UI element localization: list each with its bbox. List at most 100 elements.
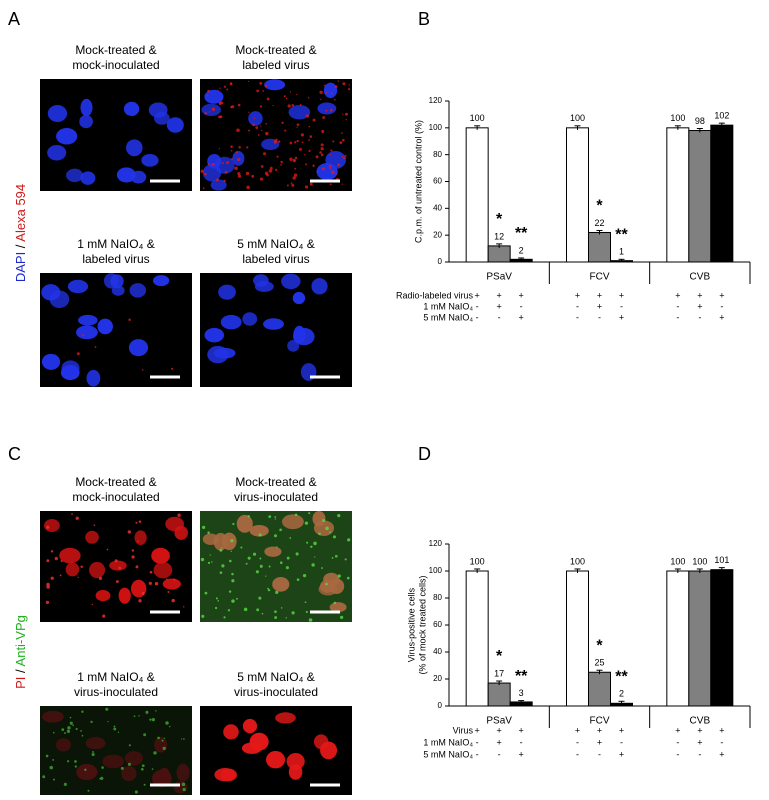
- signal-dot: [180, 738, 183, 740]
- signal-dot: [138, 520, 142, 523]
- signal-dot: [280, 160, 283, 164]
- cell-nucleus: [317, 102, 337, 115]
- data-label: 100: [670, 556, 685, 566]
- cell-nucleus: [281, 273, 301, 290]
- condition-sign: +: [497, 301, 502, 311]
- signal-dot: [331, 557, 334, 559]
- signal-dot: [209, 554, 211, 556]
- condition-sign: +: [597, 725, 602, 735]
- signal-dot: [280, 607, 283, 609]
- signal-dot: [247, 515, 250, 518]
- data-label: 100: [570, 556, 585, 566]
- signal-dot: [131, 549, 135, 552]
- signal-dot: [223, 179, 226, 183]
- signal-dot: [321, 167, 325, 171]
- signal-dot: [101, 766, 104, 769]
- signal-dot: [181, 782, 186, 787]
- signal-dot: [260, 165, 264, 168]
- condition-sign: +: [719, 749, 724, 759]
- signal-dot: [71, 513, 73, 515]
- signal-dot: [50, 576, 54, 580]
- cell-nucleus: [264, 546, 282, 557]
- condition-sign: -: [698, 312, 701, 322]
- cell-nucleus: [266, 751, 286, 769]
- signal-dot: [100, 776, 104, 780]
- signal-dot: [102, 614, 106, 618]
- cell-nucleus: [201, 103, 221, 116]
- micrograph: [40, 706, 192, 795]
- signal-dot: [92, 751, 94, 753]
- image-title: virus-inoculated: [234, 685, 318, 699]
- signal-dot: [263, 152, 267, 156]
- signal-dot: [167, 590, 170, 593]
- signal-dot: [321, 567, 323, 569]
- signal-dot: [312, 164, 315, 167]
- signal-dot: [330, 92, 333, 95]
- cell-nucleus: [111, 285, 125, 296]
- signal-dot: [173, 578, 176, 581]
- cell-nucleus: [154, 111, 170, 125]
- signal-dot: [177, 513, 181, 517]
- data-label: 2: [519, 245, 524, 255]
- signal-dot: [219, 87, 221, 89]
- signal-dot: [46, 585, 50, 589]
- data-label: 1: [619, 247, 624, 257]
- signal-dot: [155, 710, 157, 712]
- condition-sign: +: [719, 312, 724, 322]
- signal-dot: [138, 715, 140, 717]
- category-label: CVB: [690, 716, 711, 727]
- cell-nucleus: [323, 82, 338, 99]
- signal-dot: [214, 606, 218, 610]
- signal-dot: [49, 765, 54, 770]
- condition-sign: -: [520, 737, 523, 747]
- condition-sign: +: [697, 301, 702, 311]
- signal-dot: [340, 615, 344, 620]
- signal-dot: [264, 84, 268, 88]
- micrograph: [40, 273, 192, 387]
- signal-dot: [127, 762, 131, 766]
- signal-dot: [81, 710, 84, 713]
- cell-nucleus: [47, 144, 67, 161]
- signal-dot: [247, 80, 250, 83]
- signal-dot: [234, 166, 238, 170]
- signal-dot: [157, 736, 160, 740]
- micrograph: [200, 79, 352, 191]
- data-label: 102: [714, 111, 729, 121]
- condition-sign: +: [675, 290, 680, 300]
- signal-dot: [335, 172, 338, 175]
- cell-nucleus: [329, 578, 345, 595]
- signal-dot: [237, 157, 241, 162]
- signal-dot: [312, 118, 316, 122]
- cell-nucleus: [241, 742, 262, 754]
- signal-dot: [221, 564, 225, 568]
- signal-dot: [46, 525, 50, 529]
- cell-nucleus: [242, 312, 258, 326]
- cell-nucleus: [253, 274, 269, 287]
- signal-dot: [154, 582, 159, 586]
- signal-dot: [223, 616, 226, 619]
- bar: [487, 245, 511, 263]
- data-label: 101: [714, 555, 729, 565]
- category-label: PSaV: [486, 272, 512, 283]
- data-label: 22: [594, 218, 604, 228]
- signal-dot: [127, 530, 131, 534]
- signal-dot: [318, 532, 321, 536]
- image-title: labeled virus: [242, 58, 309, 72]
- signal-dot: [347, 88, 351, 91]
- signal-dot: [238, 146, 241, 149]
- signal-dot: [226, 88, 229, 91]
- signal-dot: [262, 89, 265, 92]
- cell-nucleus: [202, 164, 222, 182]
- cell-nucleus: [220, 768, 238, 782]
- side-label: DAPI / Alexa 594: [13, 184, 28, 282]
- data-label: 2: [619, 689, 624, 699]
- signal-dot: [289, 537, 292, 539]
- signal-dot: [118, 566, 122, 570]
- cell-nucleus: [41, 353, 61, 370]
- cell-nucleus: [221, 532, 237, 551]
- cell-nucleus: [66, 168, 84, 183]
- condition-sign: -: [476, 312, 479, 322]
- y-tick-label: 60: [433, 620, 442, 629]
- signal-dot: [230, 539, 234, 543]
- signal-dot: [45, 754, 49, 758]
